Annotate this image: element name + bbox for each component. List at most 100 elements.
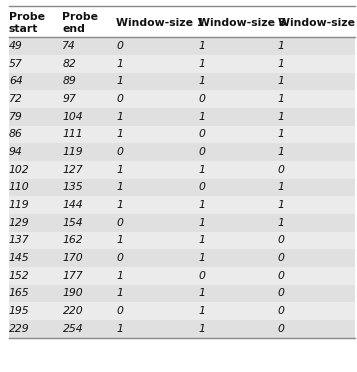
- Text: 1: 1: [116, 288, 123, 298]
- Text: 1: 1: [278, 112, 285, 122]
- Text: 1: 1: [198, 288, 205, 298]
- Text: 1: 1: [278, 76, 285, 86]
- Text: 1: 1: [278, 129, 285, 140]
- Bar: [9, 320, 355, 338]
- Text: 86: 86: [9, 129, 23, 140]
- Text: 110: 110: [9, 182, 30, 192]
- Text: 145: 145: [9, 253, 30, 263]
- Text: Probe
start: Probe start: [9, 12, 45, 34]
- Text: 74: 74: [62, 41, 76, 51]
- Bar: [9, 90, 355, 108]
- Text: 0: 0: [198, 94, 205, 104]
- Text: 220: 220: [62, 306, 83, 316]
- Text: 1: 1: [116, 182, 123, 192]
- Text: 162: 162: [62, 235, 83, 246]
- Text: 152: 152: [9, 271, 30, 281]
- Text: 0: 0: [116, 253, 123, 263]
- Text: 1: 1: [198, 235, 205, 246]
- Text: 1: 1: [278, 147, 285, 157]
- Text: 0: 0: [278, 253, 285, 263]
- Text: 1: 1: [116, 165, 123, 175]
- Text: 0: 0: [116, 218, 123, 228]
- Text: 89: 89: [62, 76, 76, 86]
- Text: 0: 0: [278, 306, 285, 316]
- Text: 190: 190: [62, 288, 83, 298]
- Text: 165: 165: [9, 288, 30, 298]
- Text: 97: 97: [62, 94, 76, 104]
- Text: 1: 1: [278, 41, 285, 51]
- Bar: [9, 285, 355, 302]
- Text: 154: 154: [62, 218, 83, 228]
- Bar: [9, 231, 355, 249]
- Text: 0: 0: [116, 41, 123, 51]
- Text: 1: 1: [198, 41, 205, 51]
- Text: 49: 49: [9, 41, 23, 51]
- Text: 0: 0: [278, 324, 285, 334]
- Text: 0: 0: [198, 129, 205, 140]
- Text: 1: 1: [198, 112, 205, 122]
- Text: 0: 0: [278, 165, 285, 175]
- Bar: [9, 302, 355, 320]
- Text: 1: 1: [278, 59, 285, 69]
- Text: 64: 64: [9, 76, 23, 86]
- Text: 137: 137: [9, 235, 30, 246]
- Text: 0: 0: [116, 94, 123, 104]
- Bar: [9, 196, 355, 214]
- Text: 119: 119: [62, 147, 83, 157]
- Text: 1: 1: [116, 129, 123, 140]
- Text: 1: 1: [198, 76, 205, 86]
- Text: 0: 0: [198, 182, 205, 192]
- Text: 195: 195: [9, 306, 30, 316]
- Text: 1: 1: [198, 253, 205, 263]
- Text: 170: 170: [62, 253, 83, 263]
- Text: 1: 1: [116, 324, 123, 334]
- Text: Window-size 5: Window-size 5: [278, 18, 357, 28]
- Bar: [9, 37, 355, 55]
- Text: 79: 79: [9, 112, 23, 122]
- Text: 94: 94: [9, 147, 23, 157]
- Text: 1: 1: [116, 271, 123, 281]
- Text: Window-size 3: Window-size 3: [198, 18, 287, 28]
- Text: 144: 144: [62, 200, 83, 210]
- Text: 1: 1: [278, 94, 285, 104]
- Text: 0: 0: [198, 271, 205, 281]
- Text: 229: 229: [9, 324, 30, 334]
- Text: Probe
end: Probe end: [62, 12, 99, 34]
- Text: 1: 1: [116, 112, 123, 122]
- Bar: [9, 125, 355, 143]
- Text: 129: 129: [9, 218, 30, 228]
- Text: 111: 111: [62, 129, 83, 140]
- Text: 72: 72: [9, 94, 23, 104]
- Text: 0: 0: [116, 147, 123, 157]
- Text: 254: 254: [62, 324, 83, 334]
- Text: 1: 1: [198, 200, 205, 210]
- Text: 1: 1: [278, 218, 285, 228]
- Text: 57: 57: [9, 59, 23, 69]
- Text: 102: 102: [9, 165, 30, 175]
- Text: 1: 1: [198, 306, 205, 316]
- Text: 127: 127: [62, 165, 83, 175]
- Text: 1: 1: [116, 76, 123, 86]
- Text: 104: 104: [62, 112, 83, 122]
- Bar: [9, 249, 355, 267]
- Text: 0: 0: [198, 147, 205, 157]
- Text: 1: 1: [198, 324, 205, 334]
- Text: 1: 1: [116, 59, 123, 69]
- Text: 1: 1: [278, 200, 285, 210]
- Bar: [9, 108, 355, 126]
- Bar: [9, 73, 355, 90]
- Text: 0: 0: [278, 271, 285, 281]
- Text: 82: 82: [62, 59, 76, 69]
- Text: Window-size 1: Window-size 1: [116, 18, 204, 28]
- Text: 0: 0: [278, 288, 285, 298]
- Text: 1: 1: [198, 165, 205, 175]
- Text: 1: 1: [198, 218, 205, 228]
- Bar: [9, 6, 355, 37]
- Text: 1: 1: [116, 200, 123, 210]
- Text: 119: 119: [9, 200, 30, 210]
- Text: 135: 135: [62, 182, 83, 192]
- Bar: [9, 161, 355, 179]
- Text: 1: 1: [278, 182, 285, 192]
- Text: 0: 0: [278, 235, 285, 246]
- Bar: [9, 55, 355, 73]
